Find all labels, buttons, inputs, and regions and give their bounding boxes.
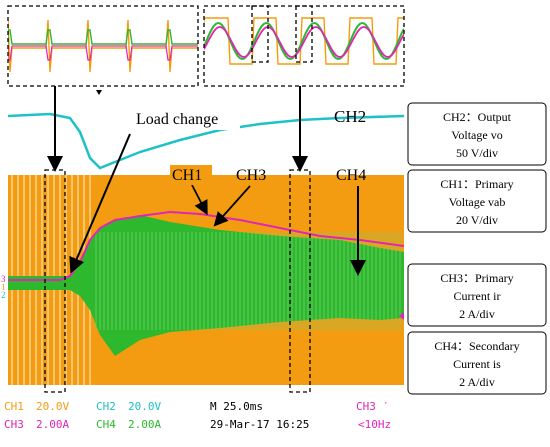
status-ch1-label: CH1 [4,400,24,413]
legend-ch2-line3: 50 V/div [456,146,498,160]
legend-ch4-line2: Current is [453,357,501,371]
legend-ch1-line3: 20 V/div [456,213,498,227]
legend-ch2: CH2：Output Voltage vo 50 V/div [407,102,547,166]
ch1-label-bg [170,165,212,185]
load-change-bg [130,108,240,130]
status-ch3-label: CH3 [4,418,24,431]
status-timebase: M 25.0ms [210,400,263,413]
legend-ch1-line1: CH1：Primary [440,177,513,191]
ch2-marker: 2 [1,290,6,300]
status-ch4-value: 2.00A [128,418,161,431]
legend-ch1-line2: Voltage vab [449,195,506,209]
status-freq: <10Hz [358,418,391,431]
inset-right-window-b [295,5,313,63]
arrow-ch1 [191,184,208,216]
status-bar: CH1 20.0V CH2 20.0V M 25.0ms CH3 ′ CH3 2… [0,394,404,442]
legend-ch4-line1: CH4：Secondary [434,339,519,353]
inset-right-traces [204,17,404,65]
ch3-right-marker [399,312,404,320]
status-date-time: 29-Mar-17 16:25 [210,418,309,431]
ch3-marker: 3 [1,274,6,284]
ch3-label: CH3 [236,167,266,184]
ch1-label: CH1 [172,167,202,184]
ch2-label: CH2 [334,107,366,126]
legend-ch3-line1: CH3：Primary [440,271,513,285]
status-ch1-value: 20.0V [36,400,69,413]
ch1-marker: 1 [1,282,6,292]
legend-ch3: CH3：Primary Current ir 2 A/div [407,263,547,327]
arrow-load-change [69,133,131,274]
legend: CH2：Output Voltage vo 50 V/div CH1：Prima… [407,102,547,395]
inset-right-window-a [251,5,269,63]
status-ch3-value: 2.00A [36,418,69,431]
status-trigger: CH3 ′ [356,400,389,413]
legend-ch4: CH4：Secondary Current is 2 A/div [407,331,547,395]
inset-right [204,6,404,86]
legend-ch2-line1: CH2：Output [443,110,512,124]
ch4-spikes [95,232,401,330]
legend-ch3-line3: 2 A/div [459,307,495,321]
legend-ch3-line2: Current ir [454,289,501,303]
ch4-label: CH4 [336,167,366,184]
legend-ch1: CH1：Primary Voltage vab 20 V/div [407,169,547,233]
status-ch2-value: 20.0V [128,400,161,413]
legend-ch2-line2: Voltage vo [451,128,502,142]
inset-left-frame [7,5,199,87]
trigger-marker [96,90,102,95]
legend-ch4-line3: 2 A/div [459,375,495,389]
arrow-ch3 [213,185,251,227]
ch2-trace [8,112,404,170]
ch4-trace [8,215,404,356]
inset-left-traces [8,19,198,73]
status-ch4-label: CH4 [96,418,116,431]
status-ch2-label: CH2 [96,400,116,413]
load-change-label: Load change [136,111,218,128]
